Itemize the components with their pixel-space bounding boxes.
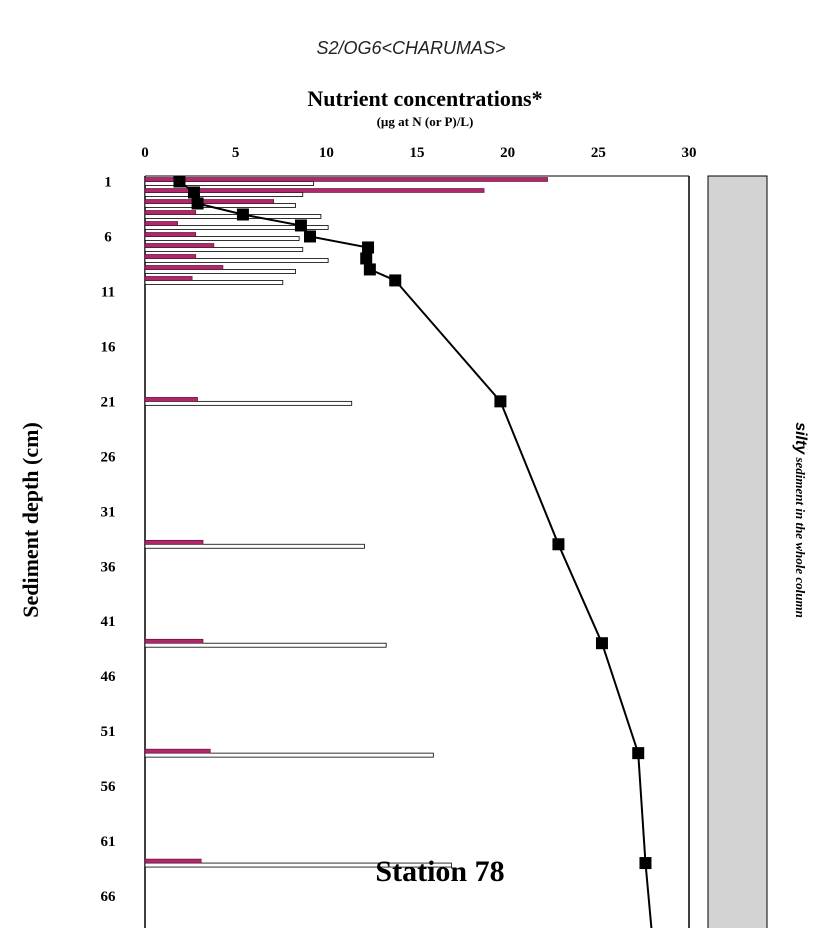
x-tick-label: 5 — [232, 145, 240, 161]
y-tick-label: 61 — [101, 834, 116, 850]
figure-code: S2/OG6<CHARUMAS> — [316, 38, 505, 58]
line-series-marker — [552, 538, 565, 551]
y-tick-label: 66 — [101, 889, 117, 905]
y-tick-label: 36 — [101, 559, 117, 575]
bar-series-b — [144, 225, 329, 230]
bar-series-b — [144, 642, 387, 648]
x-tick-label: 0 — [141, 145, 149, 161]
sediment-note: silty sediment in the whole column — [792, 422, 809, 618]
y-tick-label: 21 — [101, 394, 116, 410]
bar-series-b — [144, 543, 365, 549]
chart-subtitle: (µg at N (or P)/L) — [377, 114, 474, 129]
bar-series-a — [144, 858, 202, 864]
line-series-path — [178, 180, 653, 928]
x-tick-label: 10 — [319, 145, 334, 161]
y-tick-label: 11 — [101, 284, 115, 300]
line-series-marker — [360, 252, 373, 265]
bar-series-b — [144, 214, 322, 219]
y-tick-label: 1 — [104, 174, 112, 190]
y-tick-labels: 1611162126313641465156616671 — [101, 174, 117, 905]
bar-series-a — [144, 221, 178, 226]
bar-series-a — [144, 638, 204, 644]
bar-series-a — [144, 199, 275, 204]
y-tick-label: 6 — [104, 229, 112, 245]
y-tick-label: 56 — [101, 779, 117, 795]
line-series-marker — [639, 857, 652, 870]
bar-series-b — [144, 247, 304, 252]
bar-series-a — [144, 265, 224, 270]
bar-series-a — [144, 232, 197, 237]
bar-series-b — [144, 862, 452, 868]
bar-series-b — [144, 236, 300, 241]
x-tick-label: 15 — [410, 145, 425, 161]
sediment-note-bold: silty — [792, 422, 809, 455]
bar-series-a — [144, 243, 215, 248]
bar-series-a — [144, 276, 193, 281]
y-tick-label: 46 — [101, 669, 117, 685]
bar-series-b — [144, 269, 296, 274]
bar-series-a — [144, 539, 204, 545]
bar-series-a — [144, 188, 485, 193]
y-tick-label: 16 — [101, 339, 117, 355]
line-series-marker — [389, 274, 402, 287]
y-tick-label: 41 — [101, 614, 116, 630]
bar-series-b — [144, 258, 329, 263]
bar-series-b — [144, 280, 284, 285]
bar-series-b-group — [144, 181, 452, 868]
bar-series-a-group — [144, 177, 548, 864]
y-tick-label: 26 — [101, 449, 117, 465]
bar-series-a — [144, 177, 548, 182]
bar-series-a — [144, 748, 211, 754]
bar-series-a — [144, 254, 197, 259]
x-tick-label: 25 — [591, 145, 606, 161]
bar-series-b — [144, 400, 353, 406]
line-series-marker — [494, 395, 507, 408]
line-series-marker — [191, 197, 204, 210]
sediment-column — [707, 175, 768, 928]
bar-series-b — [144, 181, 315, 186]
bar-series-b — [144, 192, 304, 197]
bar-series-b — [144, 752, 434, 758]
line-series-marker — [362, 241, 375, 254]
sediment-note-rest: sediment in the whole column — [793, 454, 808, 618]
line-series-marker — [632, 747, 645, 760]
y-tick-label: 31 — [101, 504, 116, 520]
line-series-group — [173, 175, 653, 928]
y-axis-label: Sediment depth (cm) — [18, 422, 43, 618]
line-series-marker — [595, 637, 608, 650]
chart-title: Nutrient concentrations* — [307, 86, 542, 111]
line-series-marker — [236, 208, 249, 221]
line-series-marker — [173, 175, 186, 188]
y-tick-label: 51 — [101, 724, 116, 740]
line-series-marker — [187, 186, 200, 199]
x-tick-labels: 0 5 10 15 20 25 30 — [141, 145, 696, 161]
bar-series-a — [144, 397, 198, 402]
station-annotation: Station 78 — [375, 855, 504, 888]
bar-series-b — [144, 203, 296, 208]
x-tick-label: 20 — [500, 145, 515, 161]
line-series-marker — [304, 230, 317, 243]
bar-series-a — [144, 210, 197, 215]
line-series-marker — [294, 219, 307, 232]
x-tick-label: 30 — [682, 145, 697, 161]
line-series-marker — [363, 263, 376, 276]
